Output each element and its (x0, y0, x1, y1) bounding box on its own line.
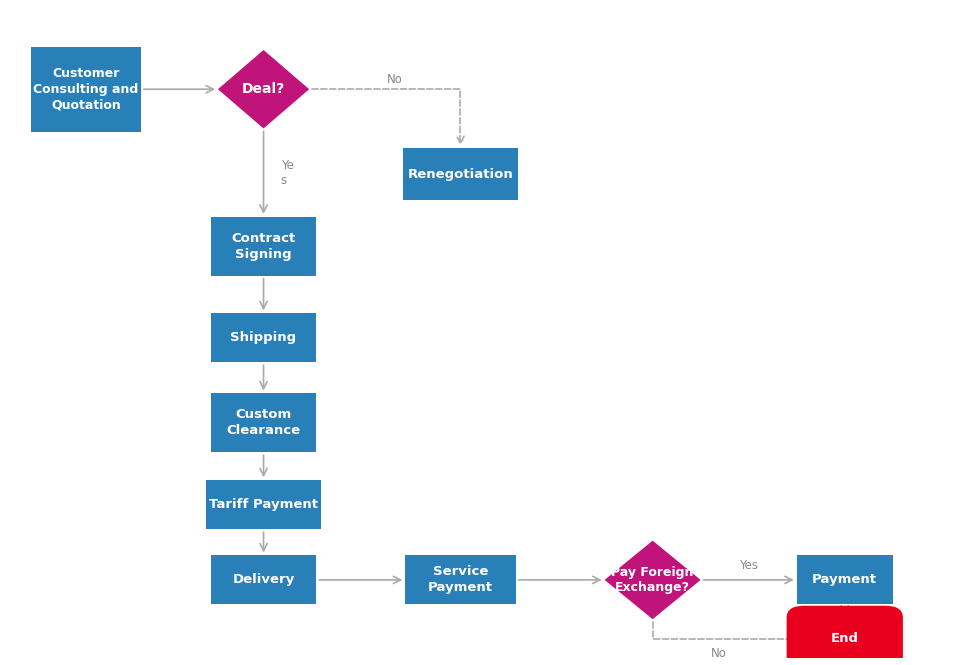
Text: Pay Foreign
Exchange?: Pay Foreign Exchange? (611, 566, 694, 594)
Text: Delivery: Delivery (233, 573, 295, 587)
Text: No: No (387, 73, 402, 86)
FancyBboxPatch shape (405, 555, 516, 604)
FancyBboxPatch shape (797, 555, 892, 604)
Polygon shape (218, 50, 309, 128)
FancyBboxPatch shape (210, 555, 317, 604)
Text: No: No (710, 646, 727, 660)
Text: Custom
Clearance: Custom Clearance (227, 408, 300, 438)
FancyBboxPatch shape (787, 606, 903, 665)
Text: Ye
s: Ye s (281, 159, 294, 187)
FancyBboxPatch shape (403, 148, 518, 200)
Text: Payment: Payment (812, 573, 877, 587)
Text: Tariff Payment: Tariff Payment (209, 498, 318, 511)
Text: Renegotiation: Renegotiation (408, 168, 514, 181)
FancyBboxPatch shape (205, 480, 321, 529)
Text: End: End (830, 632, 859, 645)
Text: Customer
Consulting and
Quotation: Customer Consulting and Quotation (33, 66, 139, 112)
Text: Contract
Signing: Contract Signing (232, 231, 296, 261)
FancyBboxPatch shape (210, 217, 317, 276)
Text: Yes: Yes (739, 559, 758, 572)
Text: Service
Payment: Service Payment (428, 565, 493, 595)
Polygon shape (605, 541, 701, 619)
Text: Deal?: Deal? (242, 82, 285, 96)
FancyBboxPatch shape (210, 313, 317, 362)
FancyBboxPatch shape (31, 47, 141, 132)
Text: Shipping: Shipping (231, 331, 297, 344)
FancyBboxPatch shape (210, 394, 317, 452)
